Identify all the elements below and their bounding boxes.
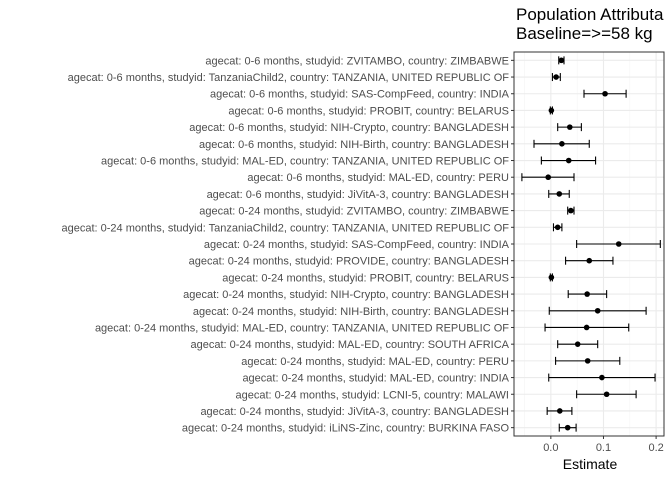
data-row — [533, 139, 590, 148]
estimate-point — [594, 307, 601, 314]
category-label: agecat: 0-24 months, studyid: LCNI-5, co… — [236, 389, 510, 401]
category-label: agecat: 0-6 months, studyid: NIH-Birth, … — [199, 139, 509, 151]
category-label: agecat: 0-24 months, studyid: NIH-Crypto… — [183, 289, 509, 301]
data-row — [551, 73, 561, 82]
data-row — [548, 273, 555, 282]
x-axis: 0.0 0.1 0.2 — [543, 436, 664, 454]
category-label: agecat: 0-24 months, studyid: MAL-ED, co… — [241, 356, 509, 368]
data-row — [565, 256, 614, 265]
estimate-point — [548, 274, 555, 281]
x-tick-label: 0.1 — [596, 442, 611, 454]
category-label: agecat: 0-24 months, studyid: JiVitA-3, … — [200, 406, 509, 418]
data-row — [544, 323, 630, 332]
data-row — [548, 189, 570, 198]
data-row — [555, 356, 621, 365]
category-label: agecat: 0-24 months, studyid: SAS-CompFe… — [204, 239, 510, 251]
category-label: agecat: 0-24 months, studyid: MAL-ED, co… — [242, 373, 509, 385]
data-row — [567, 290, 608, 299]
estimate-point — [599, 374, 605, 381]
category-labels: agecat: 0-6 months, studyid: ZVITAMBO, c… — [61, 55, 514, 435]
category-label: agecat: 0-6 months, studyid: MAL-ED, cou… — [101, 156, 509, 168]
estimate-point — [566, 124, 573, 130]
chart-title: Population Attributa Baseline=>=58 kg — [516, 5, 664, 43]
x-axis-title: Estimate — [563, 456, 618, 472]
estimate-point — [554, 224, 561, 231]
estimate-point — [545, 174, 552, 181]
x-tick-label: 0.2 — [648, 442, 663, 454]
estimate-point — [583, 324, 590, 331]
data-row — [567, 206, 575, 215]
estimate-point — [556, 191, 563, 197]
estimate-point — [559, 141, 565, 147]
estimate-point — [564, 424, 571, 431]
category-label: agecat: 0-6 months, studyid: SAS-CompFee… — [210, 89, 510, 101]
category-label: agecat: 0-24 months, studyid: NIH-Birth,… — [193, 306, 509, 318]
estimate-point — [584, 291, 590, 297]
data-row — [548, 373, 656, 382]
data-row — [558, 423, 577, 432]
estimate-point — [553, 74, 559, 80]
data-row — [583, 89, 627, 98]
category-label: agecat: 0-6 months, studyid: NIH-Crypto,… — [189, 122, 509, 134]
category-label: agecat: 0-24 months, studyid: MAL-ED, co… — [190, 339, 509, 351]
data-row — [540, 156, 597, 165]
category-label: agecat: 0-6 months, studyid: ZVITAMBO, c… — [205, 55, 509, 67]
plot-panel — [513, 51, 665, 437]
category-label: agecat: 0-24 months, studyid: PROVIDE, c… — [189, 256, 509, 268]
estimate-point — [615, 241, 622, 247]
estimate-point — [574, 341, 581, 347]
category-label: agecat: 0-6 months, studyid: MAL-ED, cou… — [247, 172, 509, 184]
data-row — [557, 123, 582, 132]
estimate-point — [602, 90, 608, 97]
data-row — [576, 390, 637, 399]
chart-title-line-1: Population Attributa — [516, 5, 664, 24]
data-row — [546, 406, 573, 415]
estimate-point — [568, 207, 574, 214]
data-row — [552, 223, 563, 232]
data-row — [548, 306, 647, 315]
estimate-point — [584, 358, 591, 364]
data-row — [558, 56, 565, 65]
estimate-point — [586, 257, 593, 264]
chart-title-line-2: Baseline=>=58 kg — [516, 24, 653, 43]
data-row — [548, 106, 555, 115]
estimate-point — [603, 391, 610, 398]
estimate-point — [558, 57, 565, 64]
category-label: agecat: 0-24 months, studyid: ZVITAMBO, … — [199, 206, 509, 218]
category-label: agecat: 0-6 months, studyid: JiVitA-3, c… — [207, 189, 509, 201]
category-label: agecat: 0-24 months, studyid: TanzaniaCh… — [61, 222, 509, 234]
category-label: agecat: 0-24 months, studyid: PROBIT, co… — [222, 272, 509, 284]
data-row — [557, 340, 599, 349]
category-label: agecat: 0-6 months, studyid: TanzaniaChi… — [68, 72, 510, 84]
x-tick-label: 0.0 — [543, 442, 558, 454]
estimate-point — [556, 408, 563, 414]
estimate-point — [565, 157, 572, 164]
category-label: agecat: 0-24 months, studyid: iLiNS-Zinc… — [182, 423, 510, 435]
category-label: agecat: 0-6 months, studyid: PROBIT, cou… — [228, 105, 509, 117]
category-label: agecat: 0-24 months, studyid: MAL-ED, co… — [95, 322, 509, 334]
estimate-point — [548, 107, 555, 114]
data-row — [576, 240, 661, 248]
data-row — [521, 173, 575, 182]
